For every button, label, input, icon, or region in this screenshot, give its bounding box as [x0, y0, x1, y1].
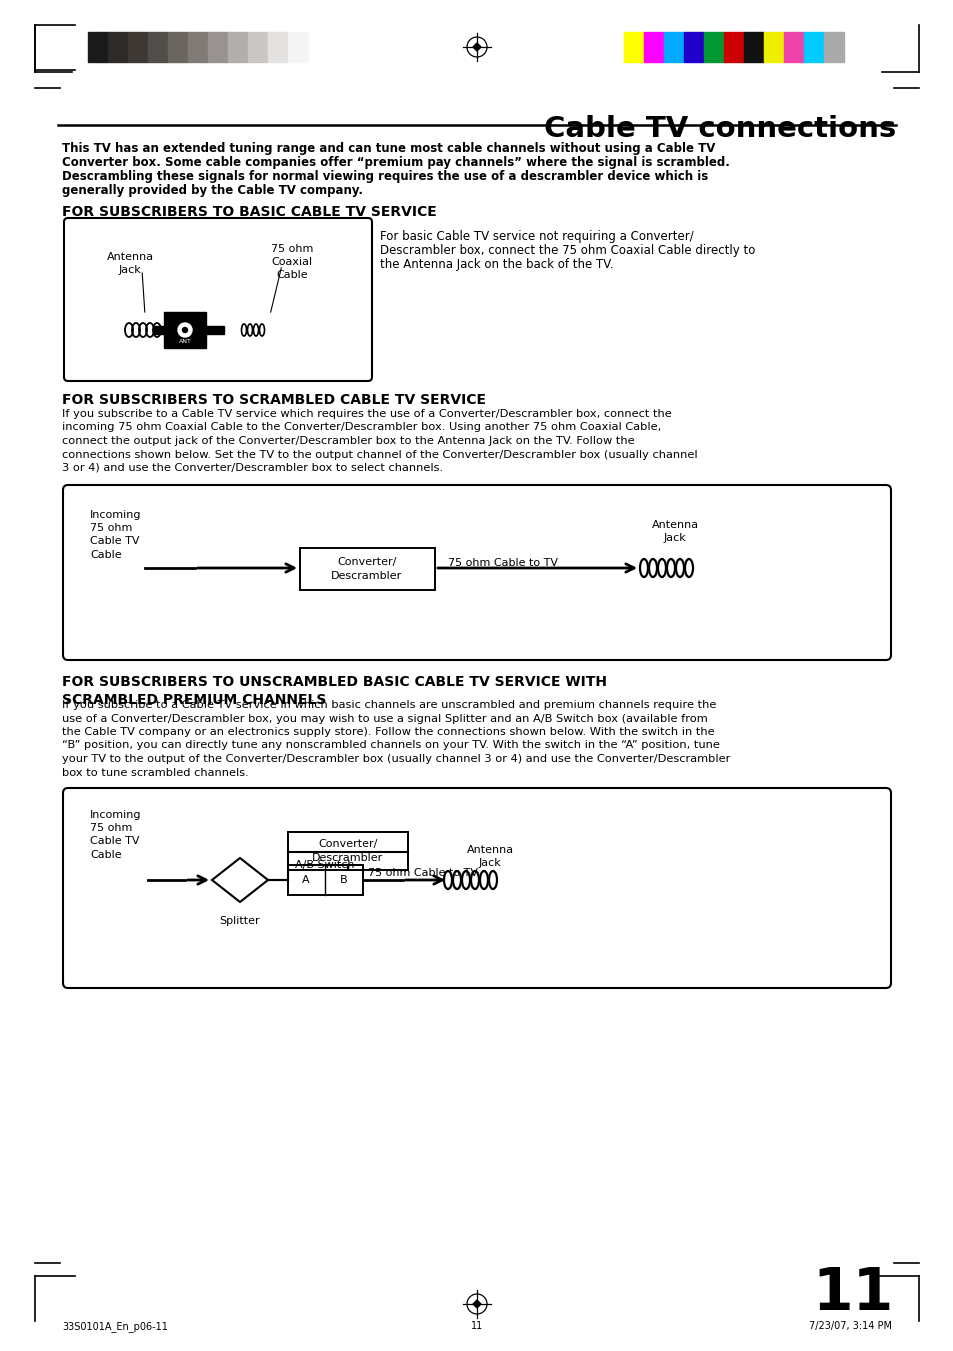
Bar — [164, 312, 206, 349]
Text: 11: 11 — [812, 1265, 893, 1323]
Text: use of a Converter/Descrambler box, you may wish to use a signal Splitter and an: use of a Converter/Descrambler box, you … — [62, 713, 707, 724]
Bar — [299, 549, 435, 590]
Bar — [288, 832, 408, 870]
Bar — [148, 32, 168, 62]
Polygon shape — [473, 43, 480, 51]
Text: A: A — [302, 875, 310, 885]
Text: Converter/
Descrambler: Converter/ Descrambler — [331, 558, 402, 581]
Text: A/B Switch: A/B Switch — [294, 861, 355, 870]
Bar — [823, 32, 843, 62]
Text: incoming 75 ohm Coaxial Cable to the Converter/Descrambler box. Using another 75: incoming 75 ohm Coaxial Cable to the Con… — [62, 423, 660, 432]
Text: FOR SUBSCRIBERS TO BASIC CABLE TV SERVICE: FOR SUBSCRIBERS TO BASIC CABLE TV SERVIC… — [62, 205, 436, 219]
Text: 7/23/07, 3:14 PM: 7/23/07, 3:14 PM — [808, 1321, 891, 1331]
Circle shape — [178, 323, 192, 336]
Text: Splitter: Splitter — [219, 916, 260, 925]
Bar — [128, 32, 148, 62]
Text: 75 ohm Cable to TV: 75 ohm Cable to TV — [448, 558, 558, 567]
Bar — [663, 32, 683, 62]
Bar — [188, 32, 208, 62]
Text: the Antenna Jack on the back of the TV.: the Antenna Jack on the back of the TV. — [379, 258, 613, 272]
Text: Converter/
Descrambler: Converter/ Descrambler — [312, 839, 383, 862]
Text: 75 ohm
Coaxial
Cable: 75 ohm Coaxial Cable — [271, 245, 313, 281]
Text: Incoming
75 ohm
Cable TV
Cable: Incoming 75 ohm Cable TV Cable — [90, 509, 141, 559]
Bar — [228, 32, 248, 62]
Bar — [288, 865, 363, 894]
Bar — [783, 32, 803, 62]
Circle shape — [182, 327, 188, 332]
Text: connect the output jack of the Converter/Descrambler box to the Antenna Jack on : connect the output jack of the Converter… — [62, 436, 634, 446]
Text: FOR SUBSCRIBERS TO SCRAMBLED CABLE TV SERVICE: FOR SUBSCRIBERS TO SCRAMBLED CABLE TV SE… — [62, 393, 485, 407]
Text: connections shown below. Set the TV to the output channel of the Converter/Descr: connections shown below. Set the TV to t… — [62, 450, 697, 459]
Text: Descrambler box, connect the 75 ohm Coaxial Cable directly to: Descrambler box, connect the 75 ohm Coax… — [379, 245, 755, 257]
Text: Converter box. Some cable companies offer “premium pay channels” where the signa: Converter box. Some cable companies offe… — [62, 155, 729, 169]
Text: Incoming
75 ohm
Cable TV
Cable: Incoming 75 ohm Cable TV Cable — [90, 811, 141, 859]
Bar — [288, 32, 308, 62]
Bar — [206, 326, 224, 334]
Text: your TV to the output of the Converter/Descrambler box (usually channel 3 or 4) : your TV to the output of the Converter/D… — [62, 754, 730, 765]
Text: Antenna
Jack: Antenna Jack — [107, 253, 153, 276]
Text: FOR SUBSCRIBERS TO UNSCRAMBLED BASIC CABLE TV SERVICE WITH
SCRAMBLED PREMIUM CHA: FOR SUBSCRIBERS TO UNSCRAMBLED BASIC CAB… — [62, 676, 606, 707]
Text: Cable TV connections: Cable TV connections — [543, 115, 895, 143]
Text: ANT: ANT — [178, 339, 192, 345]
Polygon shape — [473, 1300, 480, 1308]
Text: the Cable TV company or an electronics supply store). Follow the connections sho: the Cable TV company or an electronics s… — [62, 727, 714, 738]
Bar — [683, 32, 703, 62]
Bar — [88, 32, 108, 62]
Bar — [108, 32, 128, 62]
Text: 75 ohm Cable to TV: 75 ohm Cable to TV — [368, 867, 477, 878]
Text: This TV has an extended tuning range and can tune most cable channels without us: This TV has an extended tuning range and… — [62, 142, 715, 155]
Bar — [803, 32, 823, 62]
Text: 3 or 4) and use the Converter/Descrambler box to select channels.: 3 or 4) and use the Converter/Descramble… — [62, 463, 442, 473]
Text: Antenna
Jack: Antenna Jack — [651, 520, 698, 543]
Text: 11: 11 — [471, 1321, 482, 1331]
Bar — [153, 326, 164, 334]
Bar — [723, 32, 743, 62]
Text: For basic Cable TV service not requiring a Converter/: For basic Cable TV service not requiring… — [379, 230, 693, 243]
Text: Antenna
Jack: Antenna Jack — [466, 844, 513, 869]
Bar — [268, 32, 288, 62]
FancyBboxPatch shape — [64, 218, 372, 381]
Text: If you subscribe to a Cable TV service in which basic channels are unscrambled a: If you subscribe to a Cable TV service i… — [62, 700, 716, 711]
Bar — [168, 32, 188, 62]
Text: 33S0101A_En_p06-11: 33S0101A_En_p06-11 — [62, 1321, 168, 1332]
Text: If you subscribe to a Cable TV service which requires the use of a Converter/Des: If you subscribe to a Cable TV service w… — [62, 409, 671, 419]
Bar — [643, 32, 663, 62]
Bar — [248, 32, 268, 62]
FancyBboxPatch shape — [63, 485, 890, 661]
Text: generally provided by the Cable TV company.: generally provided by the Cable TV compa… — [62, 184, 363, 197]
Text: B: B — [340, 875, 348, 885]
Bar — [703, 32, 723, 62]
FancyBboxPatch shape — [63, 788, 890, 988]
Text: “B” position, you can directly tune any nonscrambled channels on your TV. With t: “B” position, you can directly tune any … — [62, 740, 720, 751]
Bar — [743, 32, 763, 62]
Text: box to tune scrambled channels.: box to tune scrambled channels. — [62, 767, 249, 777]
Bar — [763, 32, 783, 62]
Bar — [208, 32, 228, 62]
Text: Descrambling these signals for normal viewing requires the use of a descrambler : Descrambling these signals for normal vi… — [62, 170, 707, 182]
Bar — [623, 32, 643, 62]
